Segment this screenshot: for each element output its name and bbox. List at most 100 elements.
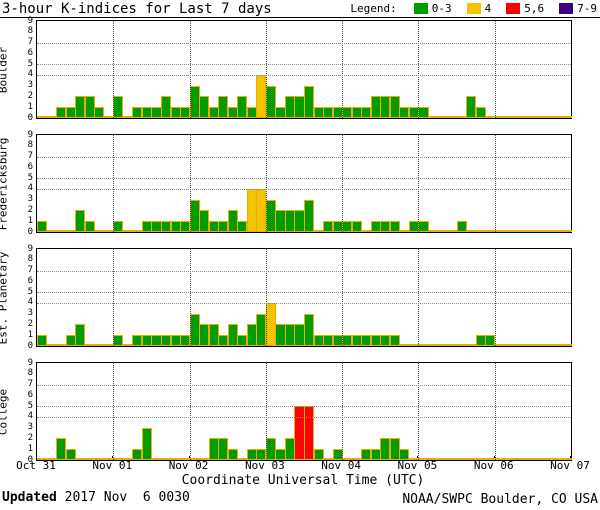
y-tick-label: 3 [27,194,33,205]
k-bar [56,438,67,460]
legend-label: Legend: [350,2,397,15]
legend-entry-yellow: 4 [466,2,491,15]
y-tick-label: 5 [27,58,33,69]
x-axis-day-labels: Oct 31 Nov 01 Nov 02 Nov 03 Nov 04 Nov 05 Nov … [16,456,590,472]
threshold-gridline-k4 [37,416,571,418]
day-gridline [494,21,496,118]
k-bar [456,221,467,232]
y-tick-label: 9 [27,243,33,254]
station-label-boulder: Boulder [0,46,10,93]
day-gridline [113,249,115,346]
x-tick-label: Oct 31 [16,459,56,472]
k-bar [160,96,172,118]
k-bar [199,210,210,232]
chart-header: 3-hour K-indices for Last 7 days Legend:… [0,0,600,18]
k-bar [208,324,219,346]
k-bar [313,449,324,460]
x-tick-label: Nov 01 [92,459,133,472]
day-gridline [342,249,344,346]
day-tick [36,456,37,460]
day-gridline [265,21,267,118]
threshold-gridline-k4 [37,188,571,190]
y-tick-label: 0 [27,454,33,465]
k-bar [65,449,76,460]
y-tick-label: 8 [27,140,33,151]
x-tick-label: Nov 04 [321,459,362,472]
credit-text: NOAA/SWPC Boulder, CO USA [402,492,598,507]
k-bar [84,221,95,232]
y-tick-label: 4 [27,411,33,422]
day-gridline [342,21,344,118]
k-bar [237,96,248,118]
y-tick-label: 9 [27,357,33,368]
y-tick-label: 1 [27,329,33,340]
y-tick-label: 4 [27,297,33,308]
day-gridline [418,21,420,118]
y-tick-label: 6 [27,389,33,400]
y-tick-label: 0 [27,340,33,351]
k-bar [218,96,229,118]
legend: Legend: 0-3 4 5,6 7-9 [350,2,597,15]
day-gridline [189,363,191,460]
threshold-gridline-k7 [37,42,571,44]
day-gridline [418,363,420,460]
y-tick-label: 7 [27,37,33,48]
day-gridline [189,135,191,232]
legend-entry-label: 0-3 [431,2,452,15]
k-bar [561,343,572,346]
updated-timestamp: Updated 2017 Nov 6 0030 [2,490,190,505]
y-tick-label: 3 [27,80,33,91]
threshold-gridline-k7 [37,270,571,272]
k-bar [37,335,48,346]
legend-swatch-green-icon [413,3,428,14]
day-gridline [265,249,267,346]
y-tick-label: 1 [27,101,33,112]
day-gridline [265,363,267,460]
k-bar [94,107,105,118]
y-tick-label: 9 [27,15,33,26]
x-tick-label: Nov 07 [550,459,590,472]
k-bar [75,324,86,346]
k-bar [475,107,486,118]
legend-entry-red: 5,6 [506,2,544,15]
k-bar [561,115,572,118]
day-gridline [494,249,496,346]
k-bar [351,221,362,232]
k-bar [227,324,238,346]
k-bar [75,210,86,232]
k-bar [304,313,315,346]
y-tick-label: 4 [27,69,33,80]
k-bar [37,221,48,232]
y-tick-label: 0 [27,226,33,237]
day-gridline [189,21,191,118]
k-bar [304,199,315,232]
updated-value: 2017 Nov 6 0030 [56,490,190,505]
day-gridline [342,135,344,232]
y-tick-label: 7 [27,151,33,162]
legend-entry-label: 7-9 [577,2,597,15]
threshold-gridline-k4 [37,74,571,76]
y-tick-label: 9 [27,129,33,140]
k-bar [561,457,572,460]
y-tick-label: 4 [27,183,33,194]
y-tick-label: 0 [27,112,33,123]
y-tick-label: 3 [27,422,33,433]
y-tick-label: 8 [27,254,33,265]
x-tick-label: Nov 03 [244,459,285,472]
chart-title: 3-hour K-indices for Last 7 days [2,1,272,17]
y-tick-label: 7 [27,379,33,390]
station-label-college: College [0,388,10,435]
day-gridline [113,135,115,232]
legend-entry-label: 5,6 [524,2,545,15]
day-gridline [342,363,344,460]
k-bar [304,85,315,118]
y-tick-label: 5 [27,400,33,411]
day-gridline [113,21,115,118]
y-tick-label: 1 [27,215,33,226]
legend-swatch-purple-icon [559,3,574,14]
y-tick-label: 7 [27,265,33,276]
updated-label: Updated [2,490,57,505]
